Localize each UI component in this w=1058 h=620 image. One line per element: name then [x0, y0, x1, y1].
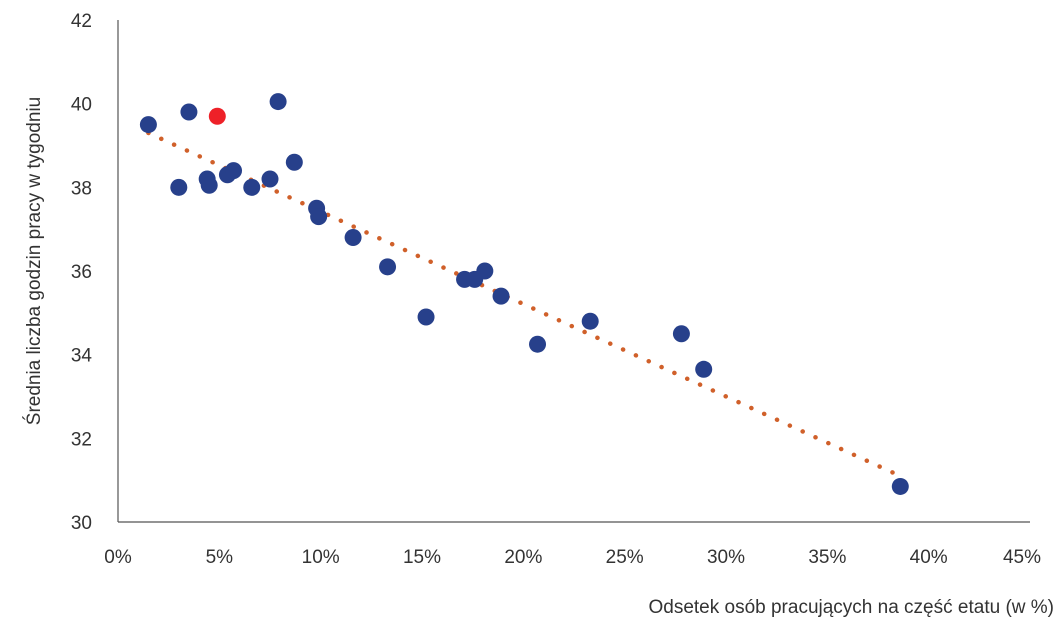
data-point — [672, 325, 690, 343]
data-point — [261, 170, 279, 188]
y-tick-label: 40 — [71, 95, 92, 116]
y-tick-label: 38 — [71, 178, 92, 199]
data-point — [170, 178, 188, 196]
highlighted-data-point — [208, 107, 226, 125]
data-point — [891, 477, 909, 495]
data-point — [344, 229, 362, 247]
data-point — [139, 116, 157, 134]
data-point — [695, 360, 713, 378]
data-points — [139, 93, 909, 495]
x-tick-label: 40% — [910, 547, 948, 568]
data-point — [310, 208, 328, 226]
x-axis-title: Odsetek osób pracujących na część etatu … — [648, 597, 1054, 618]
data-point — [529, 335, 547, 353]
y-tick-labels: 30 32 34 36 38 40 42 — [71, 11, 93, 534]
x-tick-labels: 0% 5% 10% 15% 20% 25% 30% 35% 40% 45% — [104, 547, 1041, 568]
data-point — [200, 176, 218, 194]
y-tick-label: 34 — [71, 346, 93, 367]
x-tick-label: 20% — [504, 547, 542, 568]
y-tick-label: 30 — [71, 513, 92, 534]
trendline — [146, 130, 903, 479]
x-tick-label: 0% — [104, 547, 132, 568]
data-point — [581, 312, 599, 330]
x-tick-label: 30% — [707, 547, 745, 568]
data-point — [225, 162, 243, 180]
data-point — [417, 308, 435, 326]
trendline-group — [146, 130, 903, 479]
x-tick-label: 25% — [606, 547, 644, 568]
x-tick-label: 5% — [206, 547, 234, 568]
data-point — [243, 178, 261, 196]
data-point — [285, 153, 303, 171]
data-point — [492, 287, 510, 305]
y-tick-label: 32 — [71, 429, 92, 450]
y-tick-label: 36 — [71, 262, 92, 283]
x-tick-label: 15% — [403, 547, 441, 568]
axes — [117, 20, 1030, 523]
y-tick-label: 42 — [71, 11, 92, 32]
x-tick-label: 10% — [302, 547, 340, 568]
y-axis-title: Średnia liczba godzin pracy w tygodniu — [23, 97, 45, 425]
data-point — [379, 258, 397, 276]
x-tick-label: 35% — [808, 547, 846, 568]
x-tick-label: 45% — [1003, 547, 1041, 568]
data-point — [476, 262, 494, 280]
data-point — [180, 103, 198, 121]
data-point — [269, 93, 287, 111]
